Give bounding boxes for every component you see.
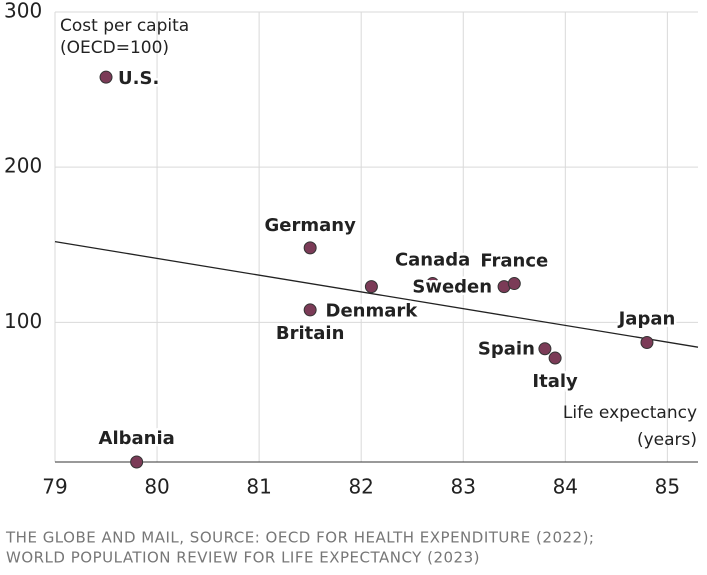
y-axis-title: Cost per capita (60, 16, 189, 36)
point-label: U.S. (118, 68, 159, 89)
point (364, 280, 378, 294)
point-label: Canada (395, 250, 470, 271)
point-label: Italy (532, 371, 578, 392)
x-axis-title: (years) (637, 430, 697, 450)
point (548, 351, 562, 365)
point (507, 277, 521, 291)
point (426, 277, 440, 291)
x-tick-label: 79 (42, 475, 67, 499)
source: WORLD POPULATION REVIEW FOR LIFE EXPECTA… (6, 549, 480, 567)
point (303, 241, 317, 255)
source: THE GLOBE AND MAIL, SOURCE: OECD FOR HEA… (5, 529, 595, 547)
y-tick-label: 300 (4, 0, 42, 23)
y-tick-label: 200 (4, 154, 42, 178)
x-axis-title: Life expectancy (563, 403, 697, 423)
point (538, 342, 552, 356)
x-tick-label: 85 (655, 475, 680, 499)
point-label: Britain (276, 323, 345, 344)
point (640, 336, 654, 350)
point (99, 70, 113, 84)
point-label: Denmark (326, 301, 419, 322)
y-axis-title: (OECD=100) (60, 38, 169, 58)
point-label: Spain (478, 339, 535, 360)
point-label: Germany (265, 215, 357, 236)
trend-line (54, 241, 699, 348)
x-tick-label: 83 (451, 475, 476, 499)
x-tick-label: 82 (348, 475, 373, 499)
x-tick-label: 81 (246, 475, 271, 499)
x-tick-label: 80 (144, 475, 169, 499)
point-label: Japan (617, 309, 676, 330)
x-tick-label: 84 (553, 475, 578, 499)
point-label: Sweden (412, 277, 492, 298)
point-label: France (480, 251, 548, 272)
point-label: Albania (99, 428, 175, 449)
point (303, 303, 317, 317)
point (130, 455, 144, 469)
y-tick-label: 100 (4, 309, 42, 333)
